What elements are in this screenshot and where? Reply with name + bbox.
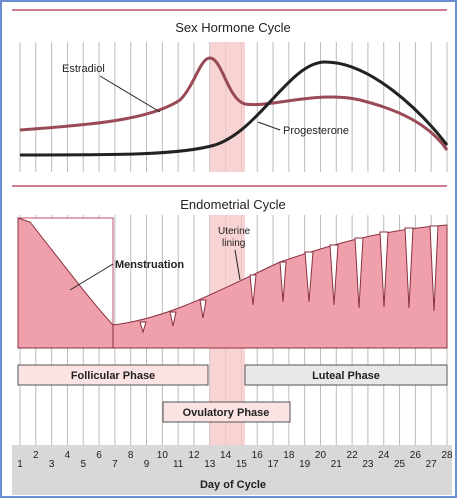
day-label: 24 <box>378 450 390 461</box>
day-label: 20 <box>315 450 327 461</box>
day-label: 3 <box>49 459 55 470</box>
day-label: 1 <box>17 459 23 470</box>
figure: Sex Hormone Cycle Estradiol Progesterone… <box>0 0 457 498</box>
day-label: 19 <box>299 459 311 470</box>
estradiol-label: Estradiol <box>62 63 105 75</box>
day-label: 6 <box>96 450 102 461</box>
phase-label: Follicular Phase <box>71 370 155 382</box>
phase-label: Luteal Phase <box>312 370 380 382</box>
axis-title: Day of Cycle <box>200 479 266 491</box>
day-label: 22 <box>347 450 359 461</box>
day-label: 8 <box>128 450 134 461</box>
day-label: 9 <box>144 459 150 470</box>
day-label: 10 <box>157 450 169 461</box>
day-label: 21 <box>331 459 343 470</box>
day-label: 25 <box>394 459 406 470</box>
panel-title: Endometrial Cycle <box>180 197 286 212</box>
day-label: 15 <box>236 459 248 470</box>
day-label: 18 <box>283 450 295 461</box>
progesterone-label: Progesterone <box>283 125 349 137</box>
phase-label: Ovulatory Phase <box>183 407 270 419</box>
day-label: 14 <box>220 450 232 461</box>
day-label: 17 <box>267 459 279 470</box>
day-label: 7 <box>112 459 118 470</box>
day-label: 2 <box>33 450 39 461</box>
day-label: 4 <box>65 450 71 461</box>
day-label: 27 <box>426 459 438 470</box>
day-label: 5 <box>80 459 86 470</box>
day-label: 12 <box>188 450 200 461</box>
day-label: 16 <box>252 450 264 461</box>
day-label: 26 <box>410 450 422 461</box>
panel-title: Sex Hormone Cycle <box>175 20 291 35</box>
day-label: 11 <box>173 459 184 470</box>
day-label: 28 <box>441 450 453 461</box>
menstruation-label: Menstruation <box>115 259 184 271</box>
uterine-label: Uterine <box>218 226 251 237</box>
day-label: 23 <box>362 459 374 470</box>
day-label: 13 <box>204 459 216 470</box>
uterine-label: lining <box>222 238 245 249</box>
